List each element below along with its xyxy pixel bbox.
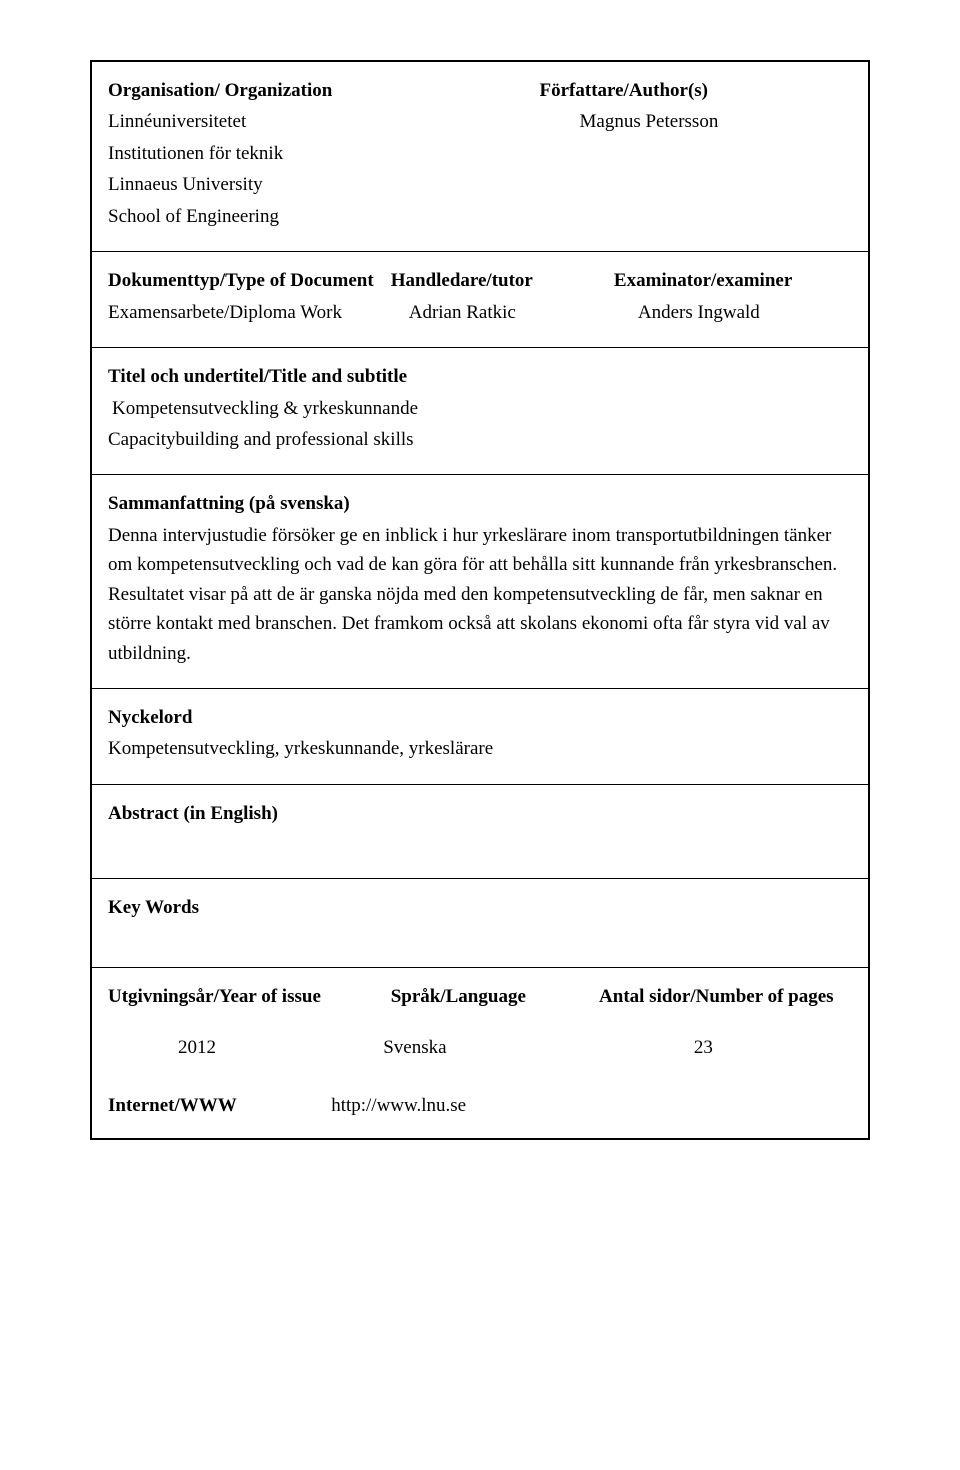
- pages-value: 23: [694, 1037, 713, 1058]
- title-line: Capacitybuilding and professional skills: [108, 425, 852, 454]
- organisation-line: Institutionen för teknik: [108, 139, 540, 168]
- summary-heading: Sammanfattning (på svenska): [108, 489, 852, 518]
- keywords-en-heading: Key Words: [108, 893, 852, 922]
- examiner-heading: Examinator/examiner: [614, 266, 852, 295]
- organisation-line: Linnéuniversitetet: [108, 107, 540, 136]
- summary-cell: Sammanfattning (på svenska) Denna interv…: [91, 475, 869, 689]
- language-heading: Språk/Language: [391, 982, 599, 1011]
- abstract-en-heading: Abstract (in English): [108, 799, 852, 828]
- document-page: Organisation/ Organization Linnéuniversi…: [0, 0, 960, 1470]
- organisation-heading: Organisation/ Organization: [108, 76, 540, 105]
- abstract-en-cell: Abstract (in English): [91, 784, 869, 878]
- keywords-sv-heading: Nyckelord: [108, 703, 852, 732]
- doctype-cell: Dokumenttyp/Type of Document Examensarbe…: [91, 252, 869, 348]
- organisation-line: School of Engineering: [108, 202, 540, 231]
- tutor-heading: Handledare/tutor: [391, 266, 614, 295]
- doctype-value: Examensarbete/Diploma Work: [108, 298, 391, 327]
- examiner-value: Anders Ingwald: [614, 298, 852, 327]
- author-heading: Författare/Author(s): [540, 76, 852, 105]
- keywords-en-cell: Key Words: [91, 879, 869, 967]
- author-name: Magnus Petersson: [540, 107, 852, 136]
- pages-heading: Antal sidor/Number of pages: [599, 982, 852, 1011]
- doctype-heading: Dokumenttyp/Type of Document: [108, 266, 391, 295]
- publication-cell: Utgivningsår/Year of issue Språk/Languag…: [91, 967, 869, 1139]
- metadata-table: Organisation/ Organization Linnéuniversi…: [90, 60, 870, 1140]
- year-value: 2012: [178, 1037, 216, 1058]
- title-cell: Titel och undertitel/Title and subtitle …: [91, 348, 869, 475]
- author-block: Författare/Author(s) Magnus Petersson: [540, 76, 852, 233]
- org-author-cell: Organisation/ Organization Linnéuniversi…: [91, 61, 869, 252]
- language-value: Svenska: [383, 1037, 446, 1058]
- keywords-sv-body: Kompetensutveckling, yrkeskunnande, yrke…: [108, 734, 852, 763]
- internet-url: http://www.lnu.se: [331, 1095, 466, 1116]
- summary-body: Denna intervjustudie försöker ge en inbl…: [108, 521, 852, 668]
- tutor-value: Adrian Ratkic: [391, 298, 614, 327]
- organisation-block: Organisation/ Organization Linnéuniversi…: [108, 76, 540, 233]
- year-heading: Utgivningsår/Year of issue: [108, 982, 391, 1011]
- organisation-line: Linnaeus University: [108, 170, 540, 199]
- title-line: Kompetensutveckling & yrkeskunnande: [108, 394, 852, 423]
- internet-label: Internet/WWW: [108, 1095, 237, 1116]
- title-heading: Titel och undertitel/Title and subtitle: [108, 362, 852, 391]
- keywords-sv-cell: Nyckelord Kompetensutveckling, yrkeskunn…: [91, 689, 869, 785]
